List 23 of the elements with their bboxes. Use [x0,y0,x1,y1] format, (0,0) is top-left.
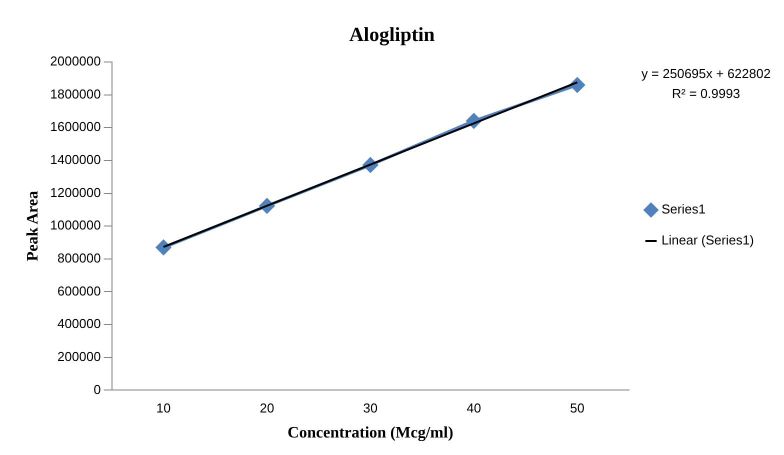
y-tick-label: 800000 [57,250,101,266]
y-axis-title: Peak Area [24,190,42,262]
text: y = 250695x + 622802 [641,66,771,81]
y-tick-label: 400000 [57,316,101,332]
y-tick-label: 1800000 [50,86,101,102]
x-tick-label: 10 [156,400,171,416]
y-tick-label: 1400000 [50,152,101,168]
y-tick-label: 200000 [57,348,101,364]
y-tick-label: 1200000 [50,184,101,200]
x-tick-label: 20 [260,400,274,416]
y-tick-label: 1600000 [50,119,101,134]
x-tick-label: 30 [363,400,378,416]
chart-title: Alogliptin [349,24,435,46]
legend-label: Series1 [662,202,706,217]
y-tick-label: 0 [94,382,101,397]
y-tick-label: 2000000 [50,54,101,69]
x-tick-label: 50 [570,400,585,416]
y-tick-label: 600000 [57,283,101,298]
legend-label: Linear (Series1) [662,232,754,248]
x-tick-label: 40 [466,400,482,416]
text: R² = 0.9993 [672,86,740,101]
y-tick-label: 1000000 [50,218,101,233]
x-axis-title: Concentration (Mcg/ml) [288,424,454,442]
